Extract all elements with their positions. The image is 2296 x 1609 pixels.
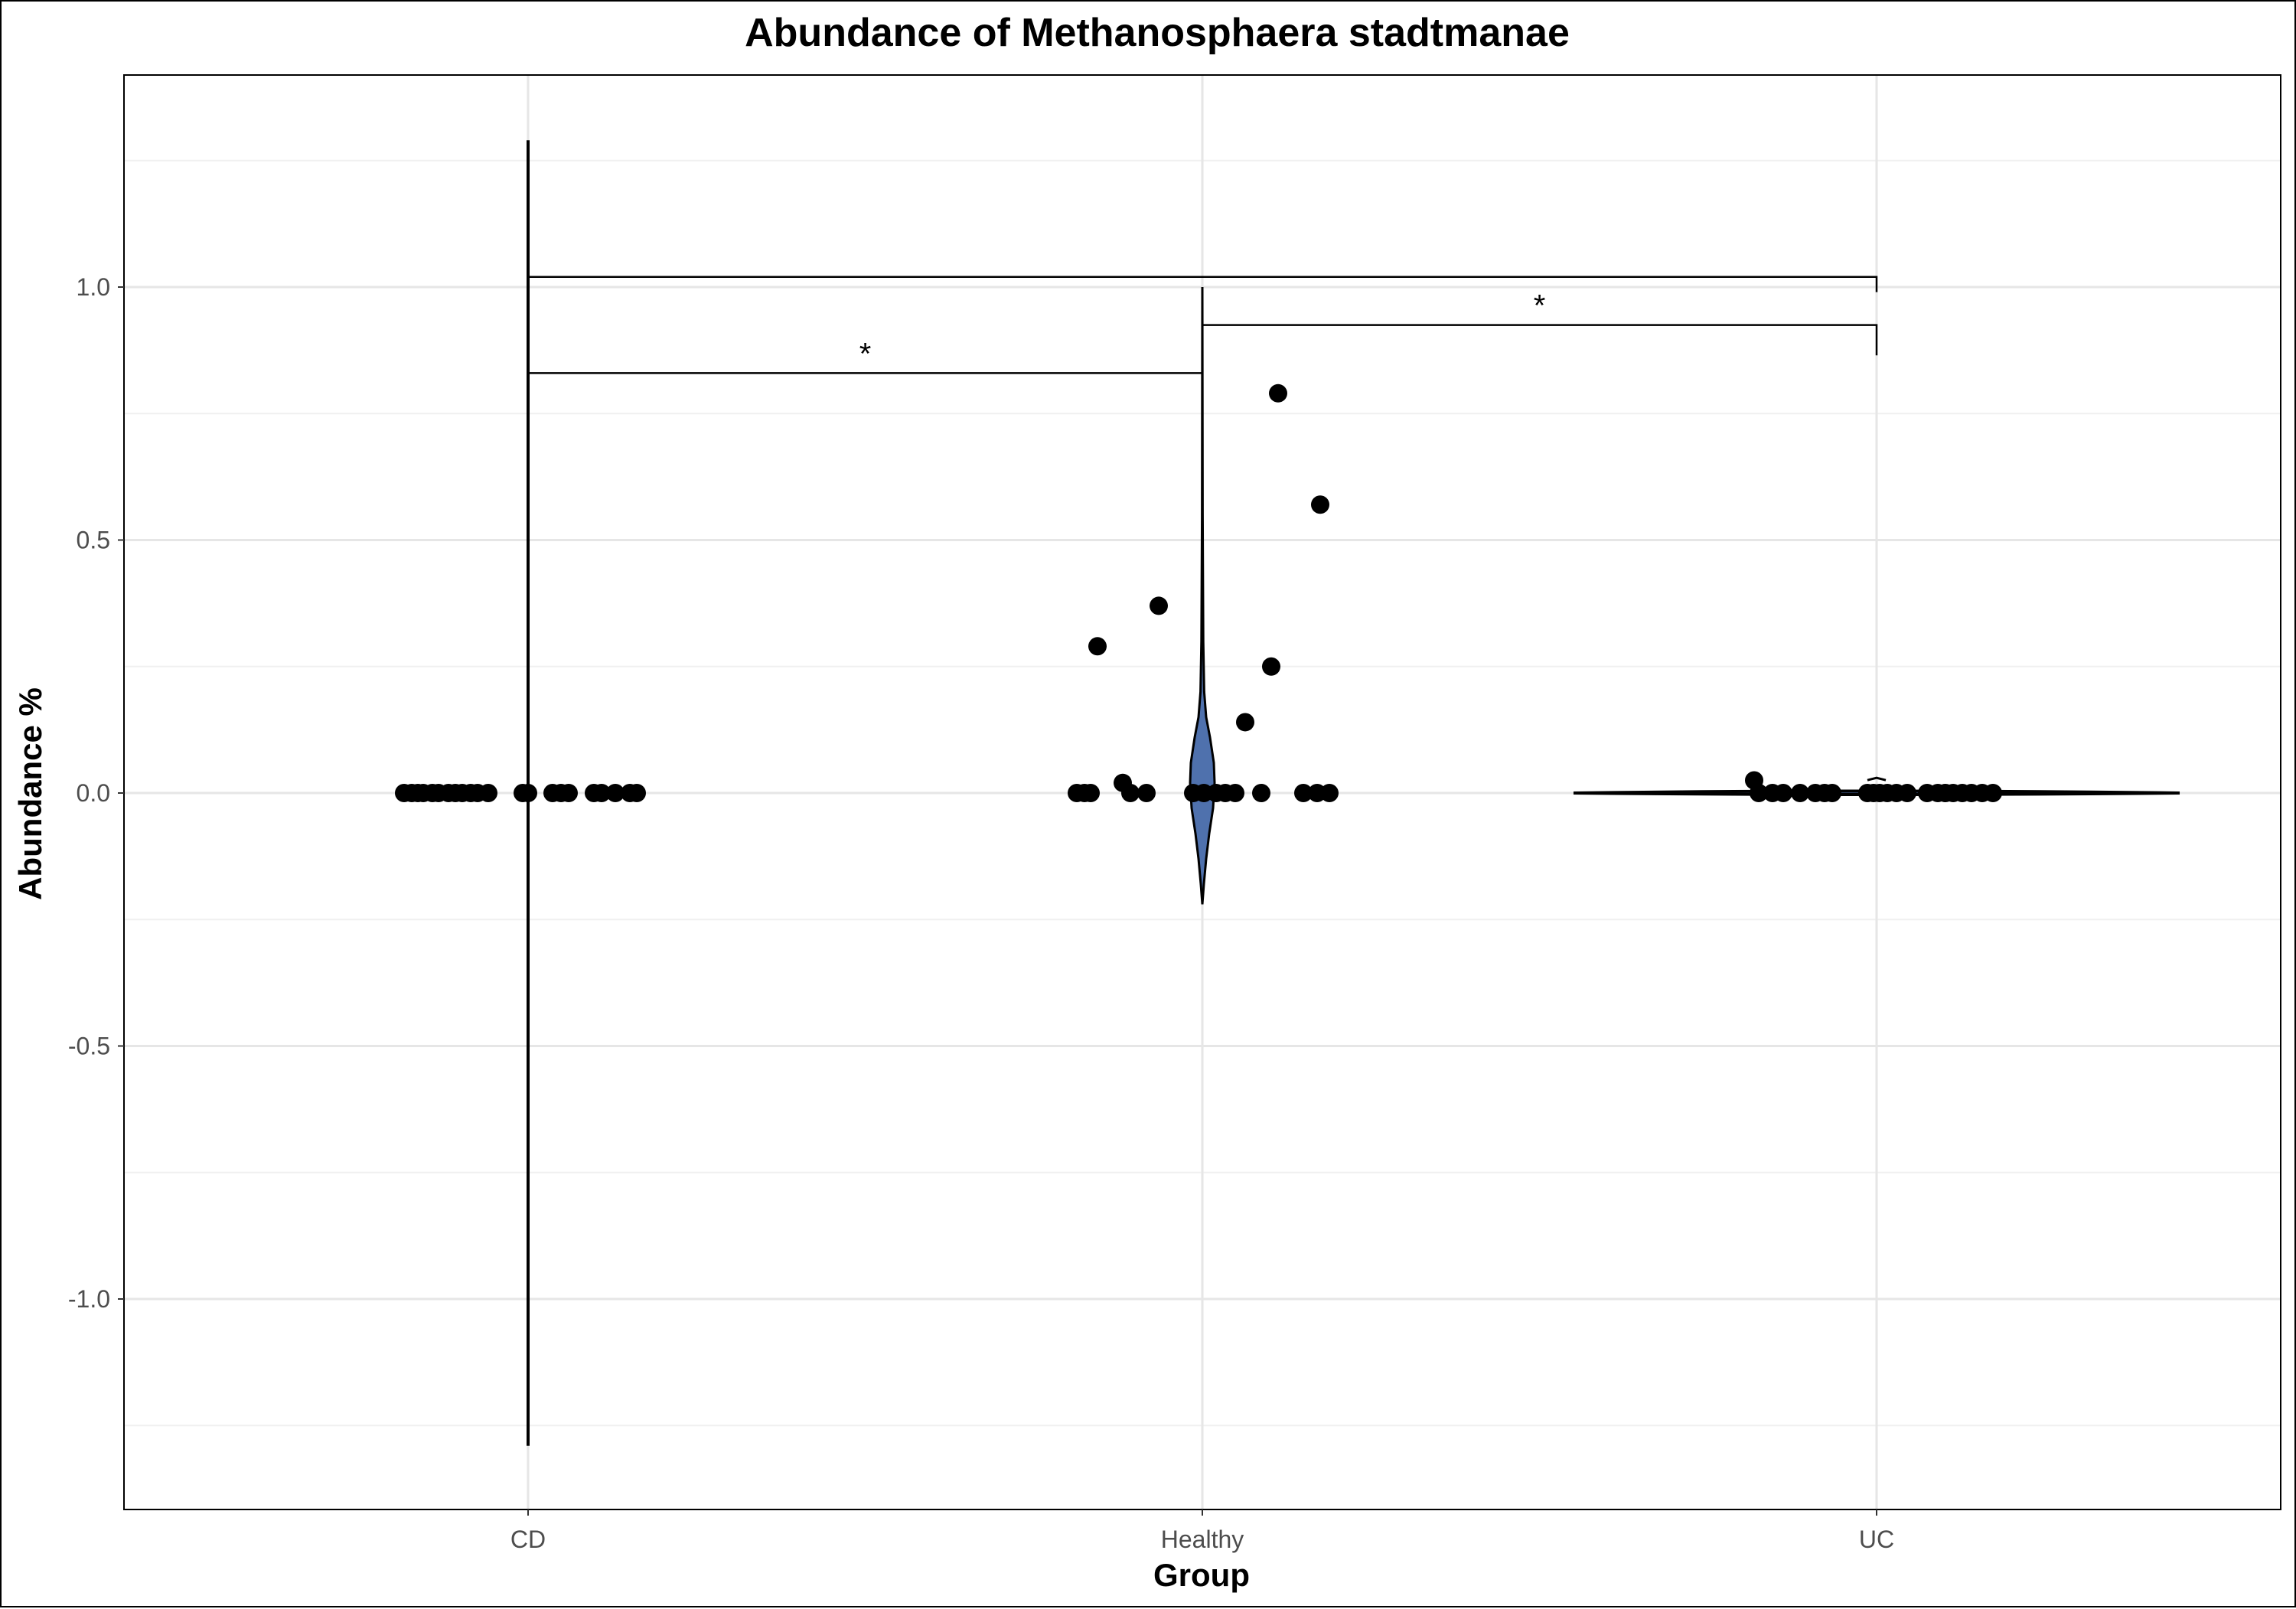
data-point-uc [1774, 784, 1792, 802]
x-tick-label: Healthy [1161, 1526, 1244, 1553]
violin-uc-tip [1867, 776, 1887, 782]
data-point-healthy [1236, 713, 1254, 732]
comparison-bracket [528, 276, 1878, 292]
data-point-uc [1898, 784, 1916, 802]
data-point-healthy [1320, 784, 1339, 802]
data-point-healthy [1121, 784, 1140, 802]
data-point-healthy [1088, 637, 1107, 656]
data-point-healthy [1137, 784, 1156, 802]
data-point-healthy [1294, 784, 1313, 802]
data-point-cd [559, 784, 578, 802]
y-axis-ticks: -1.0 -0.5 0.0 0.5 1.0 [68, 273, 124, 1313]
data-point-cd [519, 784, 537, 802]
data-point-uc [1791, 784, 1809, 802]
y-tick-label: -0.5 [68, 1033, 110, 1060]
y-tick-label: 1.0 [77, 273, 110, 301]
data-point-cd [606, 784, 625, 802]
data-point-healthy [1262, 657, 1280, 676]
data-point-uc [1984, 784, 2002, 802]
violin-healthy [1189, 286, 1216, 905]
data-point-healthy [1269, 383, 1287, 403]
y-tick-label: -1.0 [68, 1285, 110, 1313]
y-axis-title: Abundance % [12, 687, 48, 900]
data-point-healthy [1226, 784, 1244, 802]
data-point-healthy [1150, 596, 1168, 615]
x-axis-title: Group [1153, 1557, 1250, 1593]
data-point-uc [1823, 784, 1841, 802]
significance-label: * [859, 337, 872, 370]
data-point-cd [479, 784, 497, 802]
x-tick-label: CD [510, 1526, 546, 1553]
comparison-bracket [1202, 324, 1878, 356]
data-point-healthy [1252, 784, 1270, 802]
significance-label: * [1534, 289, 1546, 323]
y-tick-label: 0.5 [77, 527, 110, 554]
data-point-cd [628, 784, 646, 802]
data-point-healthy [1311, 495, 1329, 514]
data-points [395, 383, 2002, 802]
x-tick-label: UC [1859, 1526, 1894, 1553]
x-axis-ticks: CD Healthy UC [510, 1509, 1894, 1553]
data-point-cd [592, 784, 611, 802]
data-point-healthy [1081, 784, 1100, 802]
chart-title: Abundance of Methanosphaera stadtmanae [745, 11, 1570, 55]
data-point-uc [1750, 784, 1768, 802]
y-tick-label: 0.0 [77, 779, 110, 807]
significance-brackets: ** [528, 276, 1878, 374]
